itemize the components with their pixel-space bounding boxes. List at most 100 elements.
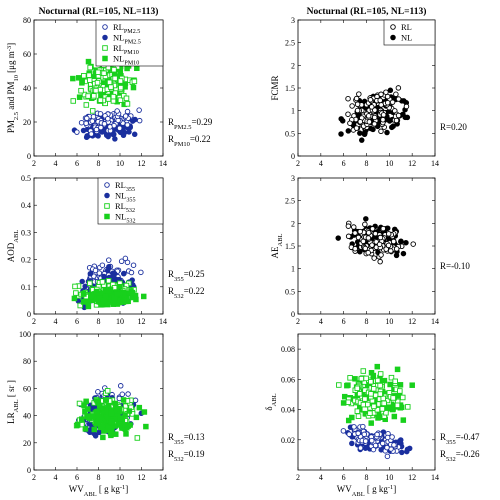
data-point — [120, 397, 127, 403]
data-point — [95, 69, 101, 76]
x-tick-label: 2 — [32, 317, 36, 326]
data-point — [403, 103, 410, 110]
data-point — [85, 303, 92, 310]
data-point — [378, 252, 384, 258]
legend-marker — [102, 24, 108, 30]
data-point — [133, 414, 140, 421]
data-point — [398, 437, 404, 443]
data-point — [357, 445, 364, 451]
y-tick-label: 1.5 — [285, 84, 295, 93]
data-point — [106, 79, 113, 86]
data-point — [91, 93, 97, 99]
x-tick-label: 10 — [116, 317, 124, 326]
data-point — [374, 363, 381, 370]
data-point — [81, 291, 87, 297]
data-point — [365, 249, 371, 256]
data-point — [404, 448, 410, 455]
data-point — [359, 137, 365, 143]
x-tick-label: 2 — [296, 473, 300, 482]
data-point — [110, 273, 117, 279]
legend-box — [383, 19, 436, 46]
y-tick-label: 0.3 — [21, 228, 31, 237]
data-point — [384, 129, 390, 136]
data-point — [375, 377, 381, 384]
data-point — [96, 402, 103, 409]
data-point — [345, 399, 352, 405]
data-point — [383, 246, 389, 252]
data-point — [114, 108, 120, 114]
y-tick-label: 2 — [291, 61, 295, 70]
data-point — [378, 102, 384, 108]
data-point — [136, 117, 143, 124]
y-axis-label-text: PM2.5 and PM10 [μg m-3] — [6, 43, 20, 133]
data-point — [344, 382, 350, 389]
data-point — [91, 426, 98, 433]
panel-title: Nocturnal (RL=105, NL=113) — [307, 6, 427, 17]
data-point — [128, 269, 135, 276]
x-tick-label: 8 — [97, 159, 101, 168]
y-axis-label: δABL — [264, 393, 278, 410]
data-point — [378, 128, 384, 135]
data-point — [77, 302, 83, 309]
x-tick-label: 4 — [319, 317, 323, 326]
y-tick-label: 3 — [291, 174, 295, 183]
data-point — [105, 403, 112, 409]
data-point — [133, 296, 139, 303]
data-point — [100, 297, 107, 304]
data-point — [391, 442, 397, 448]
data-point — [405, 404, 411, 410]
y-tick-label: 0 — [27, 310, 31, 319]
x-tick-label: 6 — [342, 159, 346, 168]
data-point — [143, 423, 149, 430]
data-point — [117, 406, 123, 412]
y-axis-label: PM2.5 and PM10 [μg m-3] — [6, 43, 20, 133]
data-point — [101, 273, 107, 280]
data-point — [393, 117, 400, 124]
data-point — [380, 112, 387, 118]
data-point — [123, 431, 129, 437]
y-tick-label: 0.2 — [21, 256, 31, 265]
data-point — [360, 238, 367, 245]
data-point — [345, 128, 352, 134]
panel-pm: 2 4 6 8 10 12 14 0 20 40 60 80 Nocturnal (RL=105, NL… — [6, 6, 213, 168]
data-point — [104, 301, 111, 308]
y-axis-label-text: AEABL — [270, 233, 284, 258]
data-point — [403, 239, 409, 246]
data-point — [131, 131, 138, 138]
data-point — [368, 420, 374, 426]
x-tick-label: 2 — [32, 159, 36, 168]
data-point — [377, 97, 383, 104]
x-tick-label: 14 — [159, 317, 167, 326]
data-point — [78, 87, 84, 94]
data-point — [357, 130, 363, 136]
data-point — [360, 368, 367, 374]
data-point — [70, 98, 77, 104]
x-tick-label: 8 — [365, 473, 369, 482]
data-point — [76, 94, 83, 100]
data-point — [89, 108, 96, 114]
data-point — [398, 238, 404, 245]
data-point — [138, 269, 144, 276]
data-point — [112, 75, 118, 82]
data-point — [395, 96, 402, 102]
legend-label: NL532 — [115, 212, 136, 225]
x-tick-label: 6 — [342, 317, 346, 326]
data-point — [400, 394, 406, 401]
data-point — [369, 242, 375, 248]
data-point — [93, 87, 99, 94]
data-point — [397, 382, 404, 388]
data-point — [97, 97, 104, 103]
x-tick-label: 14 — [159, 159, 167, 168]
data-point — [393, 252, 400, 259]
data-point — [112, 136, 118, 142]
correlation-label: RPM10=0.22 — [168, 134, 211, 148]
correlation-label: R532=0.19 — [168, 449, 205, 463]
x-tick-label: 4 — [54, 159, 58, 168]
panel-lr: 2 4 6 8 10 12 14 0 20 40 60 80 100 LRABL [ sr ] WVABL … — [6, 330, 205, 498]
data-point — [390, 395, 396, 401]
x-tick-label: 12 — [138, 159, 146, 168]
y-tick-label: 2 — [291, 219, 295, 228]
data-point — [100, 423, 106, 429]
y-tick-label: 2.5 — [285, 39, 295, 48]
data-point — [82, 426, 89, 432]
